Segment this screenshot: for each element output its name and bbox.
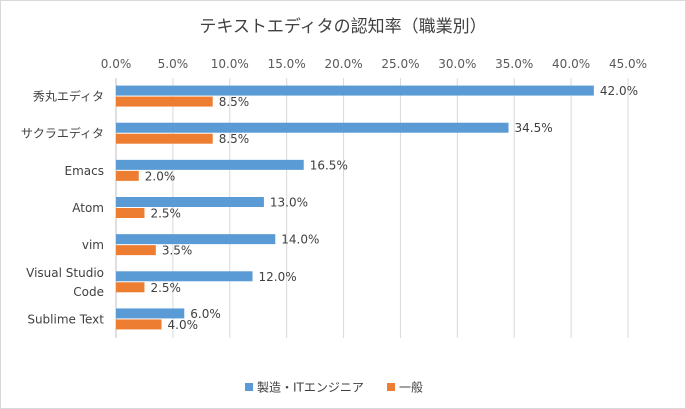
bar-series-2 — [116, 96, 213, 107]
bar-series-1 — [116, 197, 264, 207]
x-tick-label: 40.0% — [552, 57, 590, 71]
x-tick-label: 20.0% — [324, 57, 362, 71]
category-label: サクラエディタ — [21, 126, 104, 141]
x-tick-label: 35.0% — [495, 57, 533, 71]
category-label: Sublime Text — [27, 312, 104, 326]
x-tick-label: 30.0% — [438, 57, 476, 71]
x-tick-label: 25.0% — [381, 57, 419, 71]
bar-series-1 — [116, 308, 185, 319]
x-tick-label: 15.0% — [268, 57, 306, 71]
bar-series-1 — [116, 159, 304, 170]
data-label: 2.0% — [145, 169, 176, 183]
data-label: 12.0% — [259, 270, 297, 284]
category-label: Emacs — [65, 164, 104, 178]
bar-series-2 — [116, 208, 145, 218]
data-label: 2.5% — [150, 207, 181, 221]
data-label: 16.5% — [310, 158, 348, 172]
category-label: Atom — [72, 201, 104, 215]
bar-series-2 — [116, 319, 162, 330]
bar-series-1 — [116, 85, 594, 96]
legend-label: 一般 — [399, 380, 423, 395]
bar-series-1 — [116, 271, 253, 282]
x-axis-tick-labels: 0.0% 5.0% 10.0% 15.0% 20.0% 25.0% 30.0% 35.0% 40… — [101, 57, 647, 71]
bars — [116, 85, 594, 330]
data-label: 14.0% — [281, 233, 319, 247]
x-tick-label: 5.0% — [158, 57, 189, 71]
data-label: 8.5% — [219, 95, 250, 109]
data-label: 8.5% — [219, 132, 250, 146]
x-tick-label: 0.0% — [101, 57, 132, 71]
bar-series-1 — [116, 122, 509, 133]
x-tick-label: 45.0% — [609, 57, 647, 71]
bar-series-2 — [116, 245, 156, 256]
x-tick-label: 10.0% — [211, 57, 249, 71]
bar-series-2 — [116, 282, 145, 293]
data-label: 4.0% — [168, 318, 199, 332]
category-label: Visual Studio — [26, 266, 104, 280]
legend-swatch — [387, 383, 395, 391]
data-label: 6.0% — [190, 307, 221, 321]
data-label: 42.0% — [600, 84, 638, 98]
category-label: vim — [82, 238, 104, 252]
data-label: 3.5% — [162, 244, 193, 258]
legend: 製造・ITエンジニア 一般 — [245, 380, 423, 395]
legend-label: 製造・ITエンジニア — [257, 381, 364, 395]
data-labels: 42.0% 34.5% 16.5% 13.0% 14.0% 12.0% 6.0% 8.5% 8.… — [145, 84, 638, 332]
bar-series-1 — [116, 234, 276, 245]
category-label: 秀丸エディタ — [33, 89, 104, 104]
category-label: Code — [73, 285, 104, 299]
chart-title: テキストエディタの認知率（職業別） — [199, 16, 486, 37]
data-label: 34.5% — [515, 121, 553, 135]
bar-series-2 — [116, 133, 213, 144]
legend-swatch — [245, 383, 253, 391]
gridlines — [115, 78, 629, 338]
data-label: 2.5% — [150, 281, 181, 295]
bar-series-2 — [116, 170, 139, 181]
data-label: 13.0% — [270, 196, 308, 210]
